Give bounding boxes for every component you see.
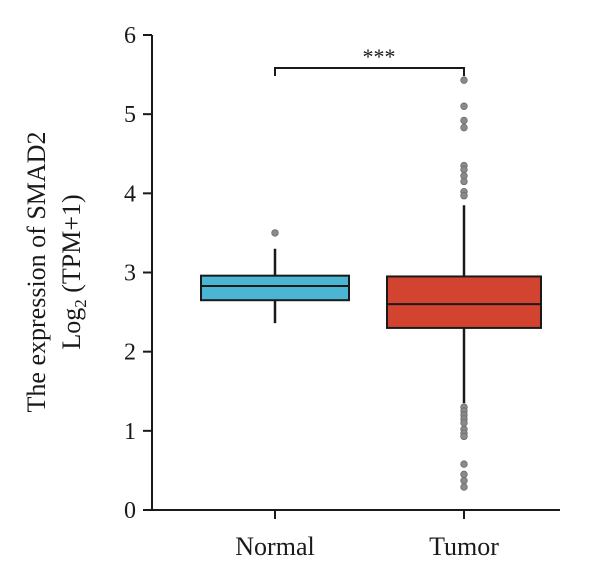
y-axis-title-line1: The expression of SMAD2 bbox=[22, 132, 51, 413]
x-category-label: Normal bbox=[235, 532, 314, 561]
outlier-point bbox=[460, 483, 468, 491]
significance-bracket-line bbox=[274, 67, 465, 76]
y-axis: 0 1 2 3 4 5 6 bbox=[124, 23, 560, 524]
outlier-point bbox=[460, 116, 468, 125]
y-axis-title-unit: (TPM+1) bbox=[57, 194, 86, 299]
iqr-box bbox=[386, 275, 542, 329]
outlier-point bbox=[460, 192, 468, 200]
y-axis-title-log: Log bbox=[57, 308, 86, 350]
outlier-point bbox=[460, 102, 468, 110]
outlier-point bbox=[460, 76, 468, 84]
outlier-point bbox=[460, 123, 468, 132]
significance-bracket: *** bbox=[274, 44, 465, 76]
y-tick-label: 3 bbox=[124, 261, 136, 287]
x-category-label: Tumor bbox=[429, 532, 499, 561]
outlier-point bbox=[460, 432, 468, 441]
outlier-point bbox=[460, 165, 468, 174]
box-group-normal: Normal bbox=[200, 229, 350, 561]
y-tick-label: 4 bbox=[124, 181, 136, 207]
outlier-point bbox=[460, 470, 468, 479]
iqr-box bbox=[200, 274, 350, 302]
outlier-point bbox=[460, 477, 468, 485]
y-tick-label: 0 bbox=[124, 498, 136, 524]
box-plot-groups: Normal Tumor bbox=[200, 76, 542, 561]
y-tick-label: 6 bbox=[124, 23, 136, 49]
y-tick-label: 2 bbox=[124, 340, 136, 366]
outlier-point bbox=[271, 229, 279, 237]
y-axis-title-line2: Log2 (TPM+1) bbox=[57, 194, 90, 349]
y-axis-title-subscript: 2 bbox=[71, 299, 90, 308]
y-tick-label: 1 bbox=[124, 419, 136, 445]
outlier-point bbox=[460, 177, 468, 186]
outlier-point bbox=[460, 460, 468, 468]
y-tick-label: 5 bbox=[124, 102, 136, 128]
outlier-point bbox=[460, 419, 468, 427]
box-group-tumor: Tumor bbox=[386, 76, 542, 561]
significance-label: *** bbox=[363, 44, 396, 69]
y-axis-title: The expression of SMAD2 Log2 (TPM+1) bbox=[22, 132, 90, 413]
